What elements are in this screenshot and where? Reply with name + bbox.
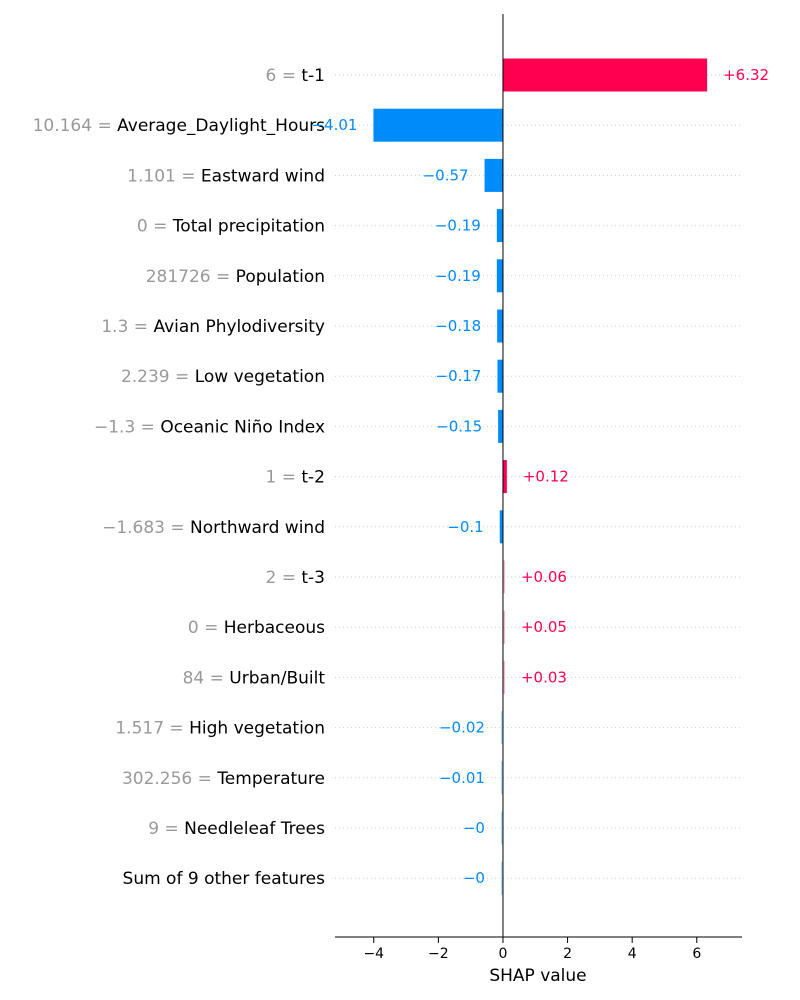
feature-value: 2 = xyxy=(266,568,302,588)
shap-bar xyxy=(500,811,503,845)
x-tick-label: −2 xyxy=(428,946,449,962)
shap-bar xyxy=(499,510,503,544)
feature-value: 9 = xyxy=(148,819,184,839)
feature-name: t-1 xyxy=(301,66,325,86)
shap-value-label: +0.12 xyxy=(523,468,569,486)
shap-value-label: −0.02 xyxy=(439,719,485,737)
feature-label: 0 = Total precipitation xyxy=(137,217,325,237)
feature-label-layer: 6 = t-1 10.164 = Average_Daylight_Hours 1.… xyxy=(33,66,326,889)
feature-value: 1.517 = xyxy=(115,719,189,739)
feature-label: 302.256 = Temperature xyxy=(122,769,325,789)
feature-label: 10.164 = Average_Daylight_Hours xyxy=(33,116,326,136)
feature-name: Eastward wind xyxy=(201,166,325,186)
feature-value: 281726 = xyxy=(146,267,236,287)
feature-name: t-2 xyxy=(301,468,325,488)
shap-bar xyxy=(497,359,503,393)
shap-value-label: −0.17 xyxy=(436,367,482,385)
feature-label: 281726 = Population xyxy=(146,267,325,287)
shap-value-label: −0.1 xyxy=(447,518,483,536)
feature-value: 0 = xyxy=(137,217,173,237)
shap-bar xyxy=(496,259,503,293)
x-axis-label: SHAP value xyxy=(489,966,586,986)
x-tick-label: 2 xyxy=(563,946,572,962)
feature-label: 0 = Herbaceous xyxy=(188,618,325,638)
feature-label: 1.101 = Eastward wind xyxy=(127,166,325,186)
feature-name: Temperature xyxy=(216,769,325,789)
feature-label: Sum of 9 other features xyxy=(123,869,326,889)
shap-bar xyxy=(498,409,503,443)
feature-label: 1.3 = Avian Phylodiversity xyxy=(101,317,325,337)
shap-value-label: +0.03 xyxy=(521,668,567,686)
feature-label: −1.683 = Northward wind xyxy=(102,518,325,538)
shap-bar xyxy=(373,108,503,142)
feature-value: −1.683 = xyxy=(102,518,190,538)
feature-name: Herbaceous xyxy=(224,618,325,638)
feature-label: 9 = Needleleaf Trees xyxy=(148,819,325,839)
shap-bar xyxy=(502,560,505,594)
feature-name: Oceanic Niño Index xyxy=(160,417,325,437)
feature-value: 10.164 = xyxy=(33,116,118,136)
shap-value-label: +0.05 xyxy=(521,618,567,636)
shap-bar xyxy=(500,711,503,745)
feature-name: Average_Daylight_Hours xyxy=(117,116,325,136)
feature-name: Population xyxy=(236,267,325,287)
shap-bar xyxy=(502,610,505,644)
shap-bar xyxy=(502,660,505,694)
feature-value: −1.3 = xyxy=(94,417,160,437)
feature-name: t-3 xyxy=(301,568,325,588)
x-tick-label: −4 xyxy=(363,946,384,962)
x-axis: −4 −2 0 2 4 6 xyxy=(335,936,742,962)
shap-value-label: −0.01 xyxy=(439,769,485,787)
shap-value-label: −0.57 xyxy=(423,166,469,184)
bar-layer xyxy=(373,58,708,895)
feature-value: 1 = xyxy=(266,468,302,488)
feature-label: 1.517 = High vegetation xyxy=(115,719,325,739)
feature-name: Northward wind xyxy=(190,518,325,538)
value-label-layer: +6.32 −4.01 −0.57 −0.19 −0.19 −0.18 −0.17 −0.15… xyxy=(311,66,769,887)
feature-name: Avian Phylodiversity xyxy=(153,317,325,337)
shap-bar xyxy=(500,861,503,895)
x-tick-label: 4 xyxy=(628,946,637,962)
feature-value: 0 = xyxy=(188,618,224,638)
feature-name: Total precipitation xyxy=(172,217,325,237)
feature-value: 1.101 = xyxy=(127,166,201,186)
feature-value: 1.3 = xyxy=(101,317,153,337)
feature-label: 84 = Urban/Built xyxy=(183,668,326,688)
shap-value-label: −4.01 xyxy=(311,116,357,134)
x-tick-label: 0 xyxy=(499,946,508,962)
shap-bar xyxy=(497,309,503,343)
feature-name: Urban/Built xyxy=(229,668,325,688)
shap-value-label: −0.18 xyxy=(435,317,481,335)
feature-label: 2 = t-3 xyxy=(266,568,326,588)
feature-value: 2.239 = xyxy=(121,367,195,387)
shap-bar xyxy=(484,158,503,192)
feature-label: 2.239 = Low vegetation xyxy=(121,367,325,387)
shap-bar xyxy=(500,761,503,795)
shap-bar xyxy=(496,209,503,243)
feature-value: 302.256 = xyxy=(122,769,217,789)
shap-value-label: −0 xyxy=(463,819,485,837)
shap-value-label: −0.19 xyxy=(435,267,481,285)
shap-value-label: +0.06 xyxy=(521,568,567,586)
x-tick-label: 6 xyxy=(692,946,701,962)
feature-name: Low vegetation xyxy=(195,367,325,387)
shap-value-label: −0.19 xyxy=(435,217,481,235)
shap-value-label: −0.15 xyxy=(436,417,482,435)
shap-bar xyxy=(502,58,708,92)
feature-value: 6 = xyxy=(266,66,302,86)
shap-value-label: +6.32 xyxy=(723,66,769,84)
shap-value-label: −0 xyxy=(463,869,485,887)
feature-value: 84 = xyxy=(183,668,230,688)
shap-bar xyxy=(502,460,507,494)
feature-name: Sum of 9 other features xyxy=(123,869,326,889)
feature-name: Needleleaf Trees xyxy=(184,819,325,839)
feature-label: 6 = t-1 xyxy=(266,66,326,86)
feature-name: High vegetation xyxy=(189,719,325,739)
feature-label: −1.3 = Oceanic Niño Index xyxy=(94,417,325,437)
feature-label: 1 = t-2 xyxy=(266,468,326,488)
